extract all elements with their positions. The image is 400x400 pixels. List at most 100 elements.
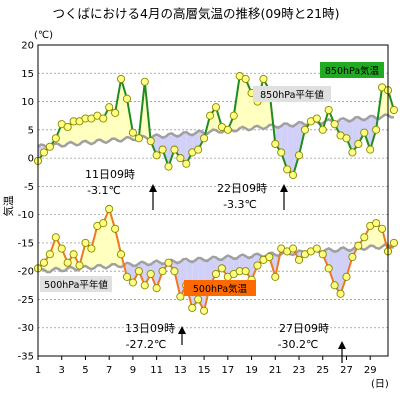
- upper-point: [146, 137, 155, 146]
- annotation-13-temp: -27.2℃: [126, 338, 167, 351]
- x-tick-label: 29: [364, 365, 377, 376]
- upper-point: [128, 128, 137, 137]
- y-tick-label: 15: [21, 69, 34, 80]
- upper-point: [99, 114, 108, 123]
- x-tick-label: 13: [174, 365, 187, 376]
- lower-point: [81, 238, 90, 247]
- lower-point: [146, 269, 155, 279]
- x-tick-label: 15: [198, 365, 211, 376]
- annotation-11-arrowhead: [149, 184, 157, 192]
- lower-point: [354, 241, 363, 250]
- legend-upper-normal-swatch: [253, 86, 331, 102]
- upper-point: [117, 74, 126, 83]
- lower-point: [39, 258, 48, 267]
- upper-point: [294, 151, 304, 160]
- upper-warm-fill: [85, 118, 92, 143]
- y-tick-label: -30: [18, 323, 34, 334]
- x-tick-label: 11: [150, 365, 163, 376]
- upper-point: [354, 139, 363, 149]
- upper-cold-fill: [293, 123, 300, 176]
- y-tick-label: 5: [28, 125, 34, 136]
- upper-point: [194, 145, 203, 154]
- legend-upper: 850hPa気温: [320, 62, 384, 78]
- lower-point: [140, 281, 149, 290]
- lower-point: [99, 219, 108, 228]
- lower-point: [51, 233, 60, 242]
- lower-point: [289, 244, 298, 253]
- y-tick-label: 20: [21, 41, 34, 52]
- annotation-22-arrowhead: [280, 184, 288, 192]
- lower-point: [348, 252, 357, 262]
- lower-point: [342, 272, 351, 281]
- lower-point: [372, 219, 381, 228]
- upper-point: [389, 105, 398, 115]
- lower-point: [360, 233, 369, 242]
- annotation-27-day: 27日09時: [279, 322, 329, 335]
- x-tick-label: 9: [130, 365, 136, 376]
- upper-point: [105, 103, 114, 112]
- upper-point: [211, 103, 221, 112]
- upper-point: [140, 77, 149, 86]
- unit-label: (℃): [34, 30, 53, 41]
- upper-point: [51, 134, 60, 143]
- plot-frame: [37, 44, 389, 357]
- legend-upper-normal-label: 850hPa平年値: [260, 89, 324, 101]
- x-tick-label: 17: [221, 365, 234, 376]
- upper-warm-fill: [103, 107, 110, 142]
- lower-point: [69, 250, 78, 259]
- upper-point: [63, 122, 72, 132]
- lower-point: [330, 281, 339, 290]
- x-tick-label: 23: [293, 365, 306, 376]
- x-tick-label: 19: [245, 365, 258, 376]
- lower-point: [312, 244, 321, 253]
- annotation-27: 27日09時 -30.2℃: [278, 322, 346, 363]
- annotation-27-arrowhead: [338, 341, 346, 349]
- upper-point: [300, 125, 309, 134]
- lower-point: [111, 224, 120, 233]
- upper-point: [152, 151, 161, 160]
- annotation-22: 22日09時 -3.3℃: [217, 182, 288, 211]
- y-tick-label: 10: [21, 97, 34, 108]
- lower-point: [63, 258, 72, 267]
- y-tick-label: -10: [18, 210, 34, 221]
- legend-lower-label: 500hPa気温: [193, 283, 248, 295]
- upper-point: [223, 125, 232, 134]
- upper-point: [330, 120, 339, 129]
- lower-cold-fill: [245, 255, 252, 280]
- lower-warm-fill: [55, 237, 62, 270]
- upper-point: [318, 125, 327, 134]
- lower-point: [211, 269, 221, 279]
- upper-point: [182, 159, 191, 168]
- x-tick-label: 7: [106, 365, 112, 376]
- upper-point: [372, 125, 381, 134]
- legend-lower: 500hPa気温: [184, 280, 256, 296]
- upper-warm-fill: [73, 121, 80, 144]
- upper-cold-fill: [186, 133, 193, 164]
- lower-point: [170, 267, 179, 276]
- upper-point: [324, 105, 333, 115]
- annotation-27-temp: -30.2℃: [278, 338, 319, 351]
- upper-cold-fill: [174, 134, 181, 159]
- lower-point: [122, 272, 132, 281]
- lower-point: [134, 267, 143, 276]
- x-tick-label: 3: [59, 365, 65, 376]
- lower-point: [105, 204, 114, 214]
- upper-point: [134, 134, 143, 143]
- x-axis-label: (日): [371, 379, 389, 390]
- legend-upper-normal: 850hPa平年値: [253, 86, 331, 102]
- upper-point: [39, 148, 48, 157]
- lower-point: [217, 264, 226, 273]
- y-tick-label: -20: [18, 267, 34, 278]
- legend-upper-label: 850hPa気温: [325, 65, 380, 77]
- upper-point: [164, 162, 173, 171]
- upper-point: [259, 74, 268, 83]
- upper-point: [158, 145, 167, 154]
- annotation-22-temp: -3.3℃: [223, 198, 257, 211]
- upper-point: [122, 94, 132, 103]
- legend-lower-normal-label: 500hPa平年値: [44, 279, 108, 291]
- upper-point: [271, 139, 280, 149]
- upper-warm-fill: [239, 76, 246, 130]
